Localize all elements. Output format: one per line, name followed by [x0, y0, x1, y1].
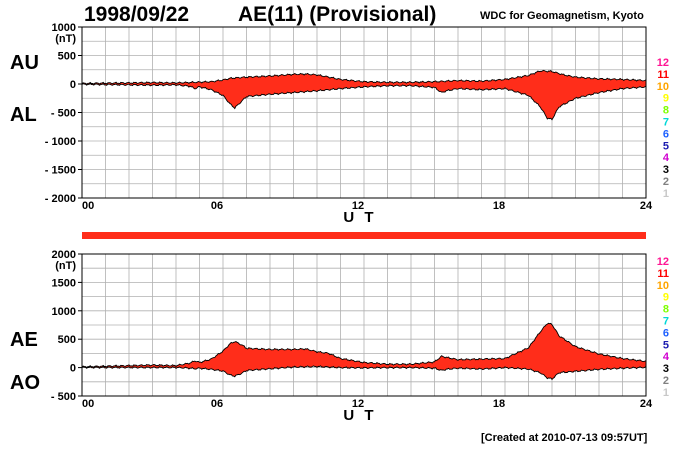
y-tick-label: 500 [58, 51, 76, 63]
y-tick-label: 1000 [52, 22, 76, 34]
station-count-label: 7 [663, 316, 669, 328]
chart-panel-top [78, 26, 647, 199]
y-tick-label: 1000 [52, 306, 76, 318]
y-tick-label: 1500 [52, 277, 76, 289]
station-count-label: 1 [663, 188, 669, 200]
station-count-label: 10 [657, 280, 669, 292]
x-tick-label: 24 [640, 200, 653, 212]
series-label-al: AL [10, 104, 37, 126]
y-tick-label: - 1500 [45, 165, 76, 177]
station-count-label: 12 [657, 256, 669, 268]
x-tick-label: 12 [352, 398, 364, 410]
station-count-label: 9 [663, 292, 669, 304]
x-tick-label: 06 [211, 200, 223, 212]
y-unit-label: (nT) [55, 260, 76, 272]
y-tick-label: - 500 [51, 108, 76, 120]
y-tick-label: 500 [58, 334, 76, 346]
series-line-ae [81, 322, 647, 369]
station-count-label: 2 [663, 375, 669, 387]
series-label-au: AU [10, 52, 39, 74]
station-count-label: 12 [657, 57, 669, 69]
y-tick-label: 2000 [52, 249, 76, 261]
x-tick-label: 00 [82, 398, 94, 410]
x-tick-label: 18 [493, 200, 505, 212]
station-count-label: 6 [663, 327, 669, 339]
y-unit-label: (nT) [55, 33, 76, 45]
station-count-label: 9 [663, 93, 669, 105]
created-timestamp: [Created at 2010-07-13 09:57UT] [481, 432, 648, 444]
station-count-label: 2 [663, 176, 669, 188]
plot-title: AE(11) (Provisional) [238, 3, 437, 26]
station-count-label: 11 [657, 268, 669, 280]
station-count-label: 8 [663, 304, 669, 316]
station-count-label: 11 [657, 69, 669, 81]
x-tick-label: 12 [352, 200, 364, 212]
series-line-ao [81, 365, 647, 381]
station-count-label: 4 [663, 351, 670, 363]
station-count-label: 7 [663, 117, 669, 129]
x-tick-label: 00 [82, 200, 94, 212]
station-count-label: 3 [663, 164, 669, 176]
y-tick-label: 0 [70, 79, 76, 91]
plot-date: 1998/09/22 [84, 3, 190, 26]
x-axis-label: U T [343, 209, 376, 226]
x-tick-label: 06 [211, 398, 223, 410]
y-tick-label: - 2000 [45, 193, 76, 205]
band-fill-au-al [82, 70, 646, 120]
chart-panel-bottom [78, 253, 647, 397]
y-tick-label: 0 [70, 363, 76, 375]
station-count-label: 10 [657, 81, 669, 93]
series-line-al [81, 82, 647, 121]
station-count-label: 6 [663, 128, 669, 140]
plot-frame [81, 253, 647, 397]
series-line-au [81, 69, 647, 85]
series-label-ae: AE [10, 329, 38, 351]
station-count-label: 1 [663, 387, 669, 399]
x-axis-label: U T [343, 407, 376, 424]
x-tick-label: 18 [493, 398, 505, 410]
station-count-label: 8 [663, 105, 669, 117]
data-source: WDC for Geomagnetism, Kyoto [480, 10, 644, 22]
x-tick-label: 24 [640, 398, 653, 410]
y-tick-label: - 1000 [45, 136, 76, 148]
series-label-ao: AO [10, 372, 40, 394]
band-fill-ae-ao [82, 323, 646, 380]
station-count-label: 4 [663, 152, 670, 164]
station-count-label: 3 [663, 363, 669, 375]
station-count-label: 5 [663, 140, 669, 152]
station-count-label: 5 [663, 339, 669, 351]
y-tick-label: - 500 [51, 391, 76, 403]
panel-separator-bar [82, 232, 646, 239]
